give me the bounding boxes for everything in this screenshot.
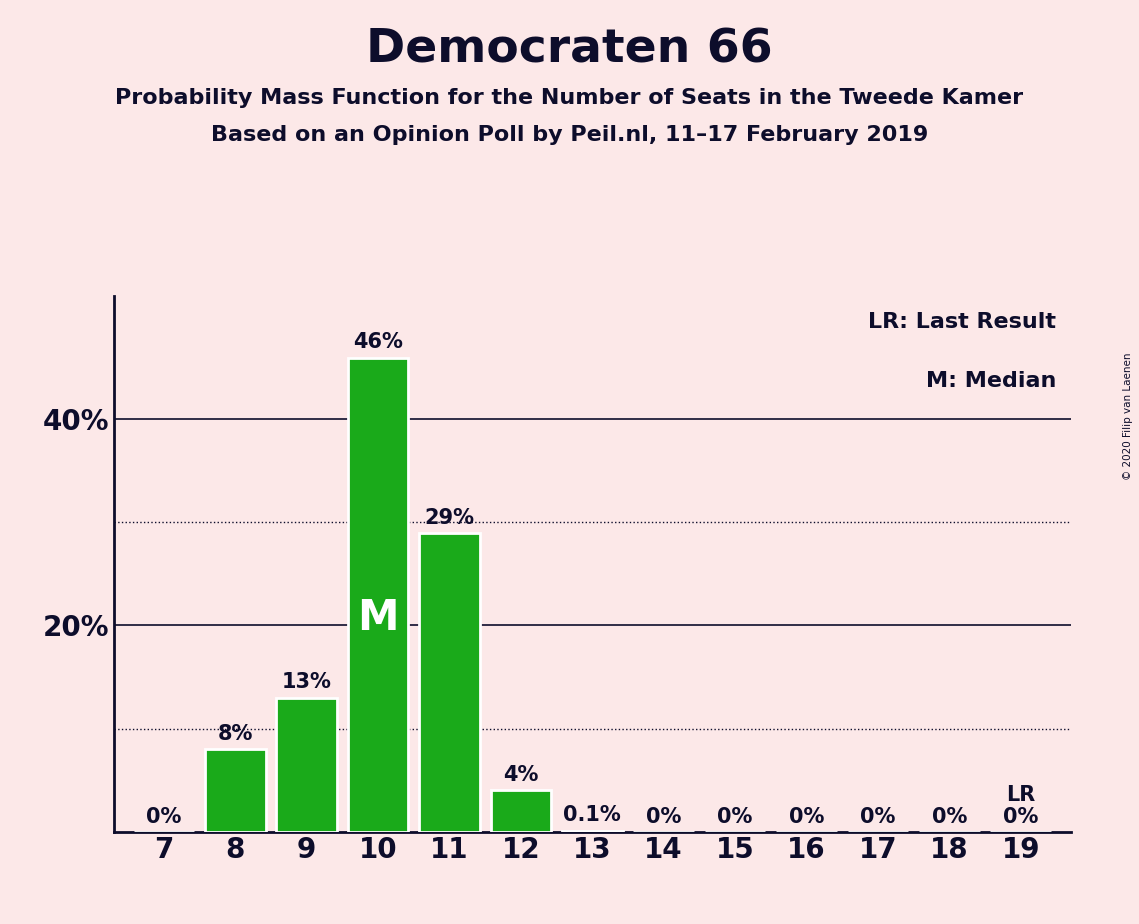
Text: 0%: 0% — [146, 808, 181, 828]
Bar — [205, 749, 265, 832]
Text: 0%: 0% — [1003, 808, 1039, 828]
Text: © 2020 Filip van Laenen: © 2020 Filip van Laenen — [1123, 352, 1133, 480]
Bar — [491, 790, 551, 832]
Text: M: M — [358, 597, 399, 639]
Text: Democraten 66: Democraten 66 — [366, 28, 773, 73]
Text: 4%: 4% — [503, 765, 539, 785]
Text: Based on an Opinion Poll by Peil.nl, 11–17 February 2019: Based on an Opinion Poll by Peil.nl, 11–… — [211, 125, 928, 145]
Bar — [277, 698, 337, 832]
Text: 0%: 0% — [932, 808, 967, 828]
Text: Probability Mass Function for the Number of Seats in the Tweede Kamer: Probability Mass Function for the Number… — [115, 88, 1024, 108]
Bar — [347, 358, 409, 832]
Text: 13%: 13% — [281, 673, 331, 692]
Text: LR: LR — [1006, 784, 1035, 805]
Text: 0%: 0% — [789, 808, 825, 828]
Text: 0%: 0% — [718, 808, 753, 828]
Bar — [419, 533, 480, 832]
Text: M: Median: M: Median — [926, 371, 1056, 391]
Text: 0%: 0% — [646, 808, 681, 828]
Text: 8%: 8% — [218, 724, 253, 744]
Text: 0.1%: 0.1% — [564, 806, 621, 825]
Text: LR: Last Result: LR: Last Result — [868, 311, 1056, 332]
Bar — [562, 831, 623, 832]
Text: 46%: 46% — [353, 333, 403, 352]
Text: 0%: 0% — [860, 808, 895, 828]
Text: 29%: 29% — [425, 507, 475, 528]
